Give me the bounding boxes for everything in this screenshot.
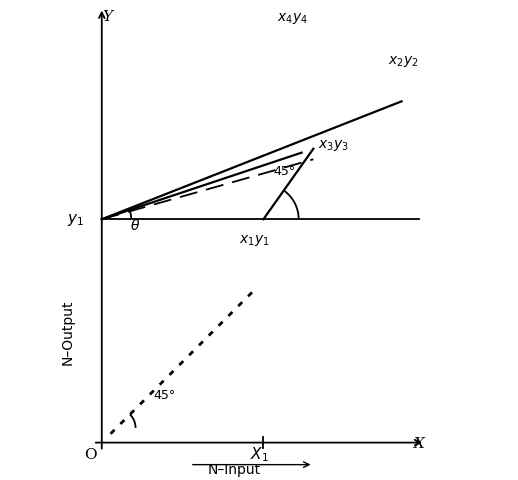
Text: 45°: 45° [274, 165, 296, 178]
Text: N–Input: N–Input [207, 462, 261, 476]
Text: $x_3 y_3$: $x_3 y_3$ [318, 138, 349, 153]
Text: 45°: 45° [153, 388, 176, 401]
Text: O: O [84, 447, 96, 461]
Text: $x_1 y_1$: $x_1 y_1$ [239, 233, 270, 248]
Text: $X_1$: $X_1$ [250, 444, 268, 463]
Text: Y: Y [103, 11, 113, 24]
Text: N–Output: N–Output [61, 299, 75, 364]
Text: $x_4 y_4$: $x_4 y_4$ [277, 11, 308, 26]
Text: $\theta$: $\theta$ [131, 217, 141, 232]
Text: $x_2 y_2$: $x_2 y_2$ [388, 54, 419, 69]
Text: $y_1$: $y_1$ [67, 212, 84, 228]
Text: X: X [414, 436, 425, 450]
